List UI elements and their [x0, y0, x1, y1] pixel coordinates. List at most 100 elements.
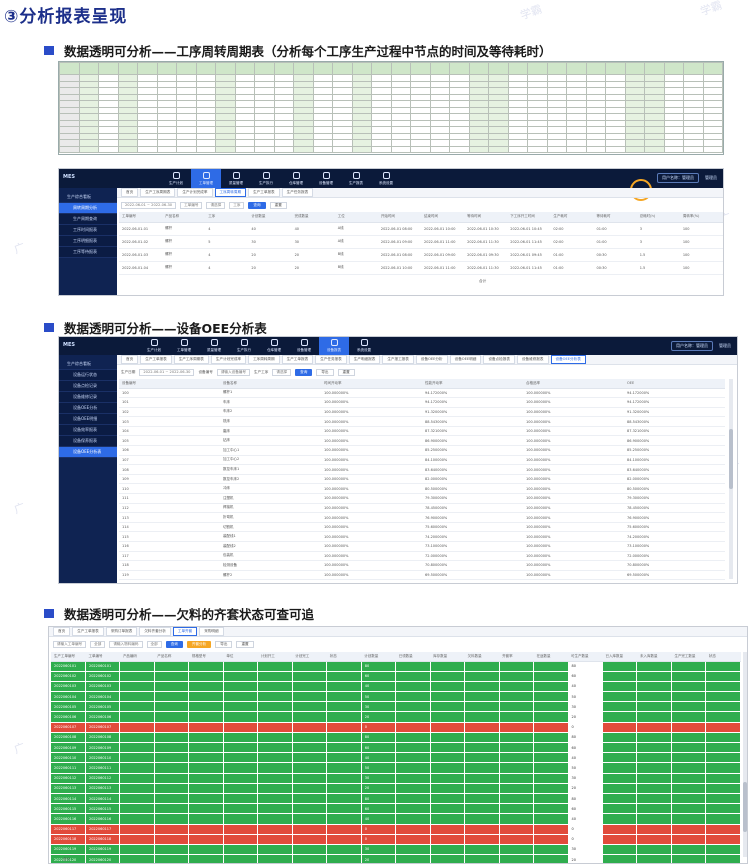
column-header[interactable]: 下工序开工时间	[507, 212, 551, 223]
tab[interactable]: 工序周转周期	[214, 188, 247, 197]
spreadsheet-cell[interactable]	[663, 145, 684, 153]
spreadsheet-cell[interactable]	[273, 145, 294, 153]
spreadsheet-cell[interactable]	[156, 145, 177, 153]
spreadsheet-cell[interactable]	[215, 62, 236, 75]
table-row[interactable]: 2022060109 2022060109 60 60	[51, 742, 741, 754]
tab[interactable]: 生产任务报表	[315, 355, 347, 364]
tab[interactable]: 首页	[53, 627, 71, 636]
table-row[interactable]: 2022060104 2022060104 50 50	[51, 691, 741, 703]
table-row[interactable]: 113 折弯机 100.000000% 76.900000% 100.000000% 76…	[119, 512, 725, 523]
spreadsheet-cell[interactable]	[98, 145, 119, 153]
filter-input[interactable]: 2022-06-01 ~ 2022-06-30	[139, 368, 195, 376]
tab[interactable]: 生产工序周期表	[140, 188, 176, 197]
table-row[interactable]: 2022060102 2022060102 60 60	[51, 671, 741, 682]
sidebar-item[interactable]: 设备效率报表	[59, 425, 117, 436]
search-button[interactable]: 查询	[248, 201, 266, 209]
spreadsheet-cell[interactable]	[488, 62, 509, 75]
table-row[interactable]: 108 数控车床1 100.000000% 83.640000% 100.000000%…	[119, 464, 725, 475]
tab[interactable]: 生产报工报表	[382, 355, 414, 364]
spreadsheet-cell[interactable]	[605, 145, 626, 153]
spreadsheet-cell[interactable]	[702, 119, 723, 127]
table-row[interactable]: 2022060118 2022060118 0 0	[51, 834, 741, 845]
table-row[interactable]: 116 装配线2 100.000000% 73.100000% 100.000000% 7…	[119, 541, 725, 552]
spreadsheet-cell[interactable]	[312, 145, 333, 153]
table-row[interactable]: 110 冲床 100.000000% 80.500000% 100.000000% 80.…	[119, 483, 725, 495]
sidebar-item[interactable]: 工序明细报表	[59, 236, 117, 247]
search-button[interactable]: 查询	[165, 640, 183, 648]
table-cell[interactable]: 50	[568, 762, 604, 774]
column-header[interactable]: 已领数量	[395, 652, 431, 662]
column-header[interactable]: 性能开动率	[422, 379, 523, 389]
spreadsheet-cell[interactable]	[390, 145, 411, 153]
tab[interactable]: 采购明细	[199, 627, 224, 636]
column-header[interactable]: 等待时间	[464, 212, 508, 223]
sidebar-item[interactable]: 设备维修记录	[59, 392, 117, 403]
spreadsheet-cell[interactable]	[449, 62, 470, 75]
tab[interactable]: 生产工序周期表	[173, 355, 209, 364]
table-row[interactable]: 112 焊接机 100.000000% 78.450000% 100.000000% 78…	[119, 503, 725, 514]
filter-input[interactable]: 请选择	[272, 368, 292, 376]
sidebar-item[interactable]: 周转周期分析	[59, 203, 117, 214]
table-row[interactable]: 2022060112 2022060112 30 30	[51, 773, 741, 784]
table-cell[interactable]: 80	[568, 793, 604, 805]
spreadsheet-cell[interactable]	[332, 62, 353, 75]
column-header[interactable]: 产品名称	[154, 652, 189, 662]
spreadsheet-cell[interactable]	[624, 62, 645, 75]
spreadsheet-cell[interactable]	[98, 62, 119, 75]
table-row[interactable]: 2022-06-01-04 螺杆 4 20 20 B线 2022-06-01 10:00 20…	[119, 261, 723, 275]
column-header[interactable]: 单位	[223, 652, 258, 662]
table-cell[interactable]: 60	[568, 803, 604, 815]
scrollbar-thumb[interactable]	[743, 782, 747, 832]
table-row[interactable]: 103 铣床 100.000000% 88.543000% 100.000000% 88.…	[119, 416, 725, 427]
spreadsheet-cell[interactable]	[702, 113, 723, 121]
spreadsheet-cell[interactable]	[585, 62, 606, 75]
spreadsheet-cell[interactable]	[78, 145, 99, 153]
spreadsheet-cell[interactable]	[702, 93, 723, 101]
column-header[interactable]: 结束时间	[420, 212, 465, 223]
nav-item[interactable]: 工单管理	[169, 337, 199, 355]
spreadsheet-cell[interactable]	[351, 62, 372, 75]
column-header[interactable]: 库存数量	[430, 652, 465, 662]
column-header[interactable]: 合格品率	[523, 379, 624, 389]
table-row[interactable]: 2022060120 2022060120 20 20	[51, 854, 741, 863]
tab[interactable]: 设备维修报表	[516, 355, 549, 364]
tab[interactable]: 生产工单报表	[140, 355, 172, 364]
column-header[interactable]: 计划开工	[257, 652, 293, 662]
table-scrollbar[interactable]	[743, 652, 747, 857]
table-row[interactable]: 2022060107 2022060107 0 0	[51, 722, 741, 733]
table-cell[interactable]: 30	[568, 773, 604, 784]
table-cell[interactable]: 50	[568, 691, 604, 703]
table-cell[interactable]: 0	[568, 834, 604, 845]
spreadsheet-cell[interactable]	[195, 62, 216, 75]
sidebar-item[interactable]: 工序时间报表	[59, 225, 117, 236]
table-row[interactable]: 109 数控车床2 100.000000% 82.000000% 100.000000%…	[119, 474, 725, 485]
column-header[interactable]: 欠料数量	[464, 652, 500, 662]
table-row[interactable]: 2022060117 2022060117 0 0	[51, 824, 741, 835]
column-header[interactable]: 设备名称	[220, 379, 321, 389]
sidebar-item[interactable]: 生产综合看板	[59, 359, 117, 370]
column-header[interactable]: 未入库数量	[636, 652, 672, 662]
tab[interactable]: 首页	[121, 188, 139, 197]
avatar[interactable]: 管理员	[705, 175, 717, 180]
spreadsheet-cell[interactable]	[702, 100, 723, 108]
sidebar-item[interactable]: 设备OEE明细	[59, 414, 117, 425]
spreadsheet-cell[interactable]	[59, 62, 80, 75]
column-header[interactable]: 时间开动率	[321, 379, 422, 389]
spreadsheet-cell[interactable]	[702, 74, 723, 82]
spreadsheet-cell[interactable]	[332, 145, 353, 153]
column-header[interactable]: 生产耗时	[550, 212, 594, 223]
spreadsheet-cell[interactable]	[351, 145, 372, 153]
spreadsheet-cell[interactable]	[176, 62, 197, 75]
column-header[interactable]: 产品名称	[162, 212, 206, 223]
filter-input[interactable]: 请选择	[206, 201, 226, 209]
sidebar-item[interactable]: 生产综合看板	[59, 192, 117, 203]
sidebar-item[interactable]: 设备点检记录	[59, 381, 117, 392]
spreadsheet-cell[interactable]	[449, 145, 470, 153]
filter-input[interactable]: 请输入设备编号	[216, 368, 250, 376]
spreadsheet-cell[interactable]	[117, 145, 138, 153]
spreadsheet-cell[interactable]	[702, 106, 723, 114]
export-button[interactable]: 导出	[316, 368, 334, 376]
table-cell[interactable]: 20	[568, 783, 604, 794]
nav-item[interactable]: 生产计划	[139, 337, 169, 355]
column-header[interactable]: 状态	[705, 652, 741, 662]
